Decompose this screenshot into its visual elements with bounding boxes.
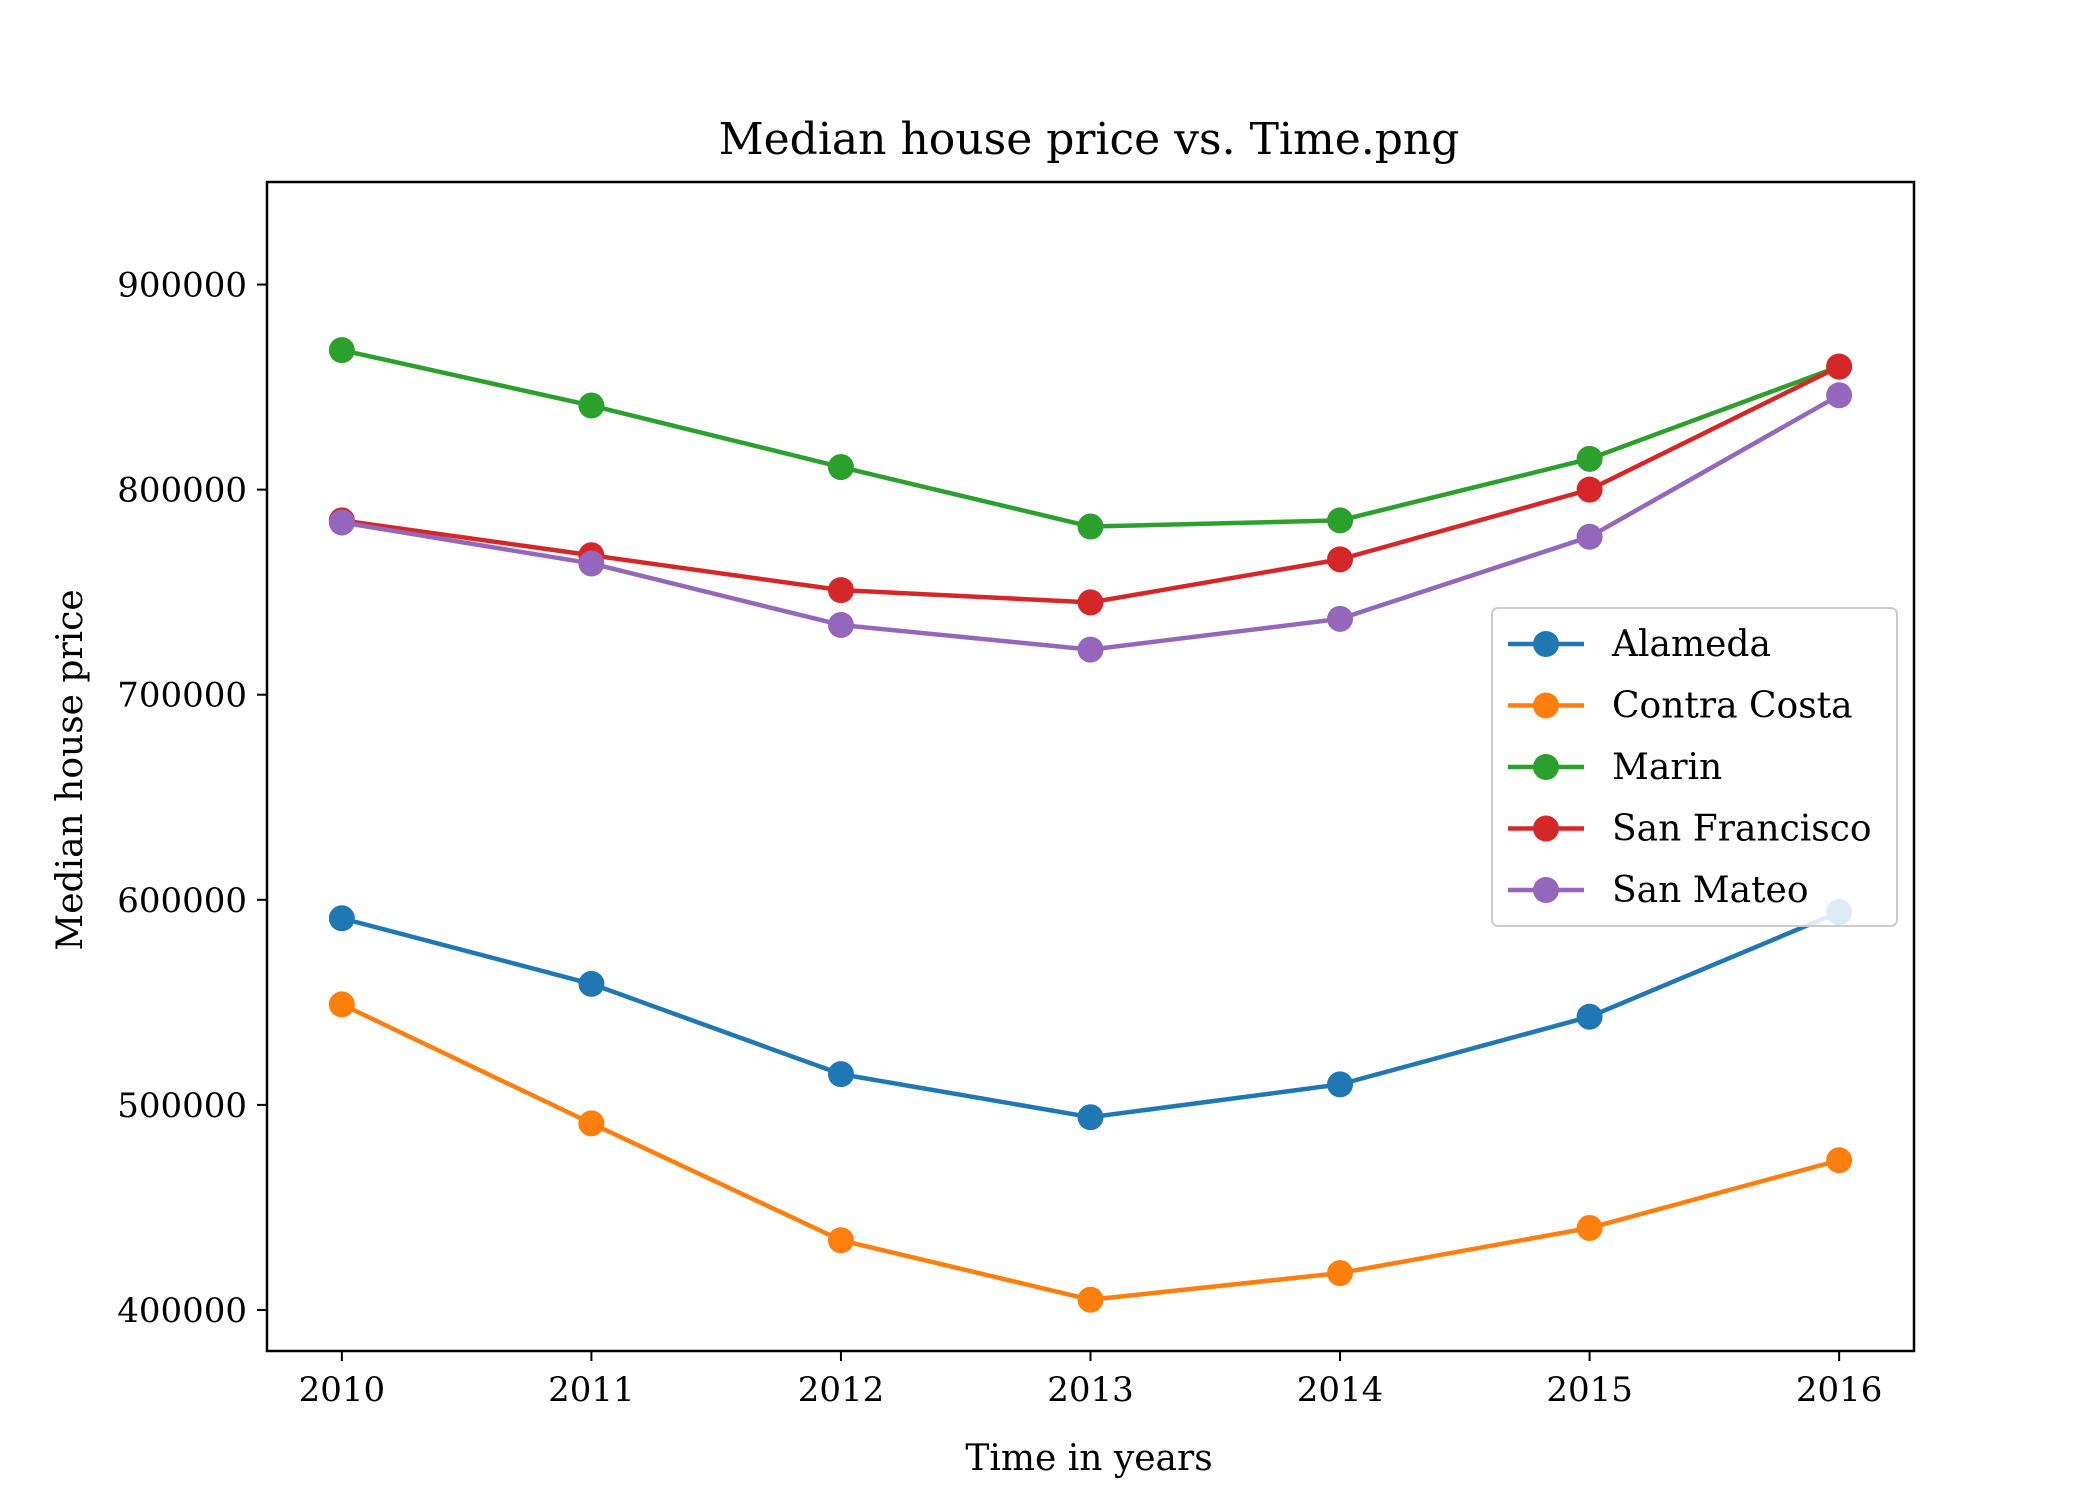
data-point-san-mateo [1576, 523, 1603, 550]
data-point-marin [328, 337, 355, 364]
data-point-san-francisco [1826, 353, 1853, 380]
legend-item-san-mateo: San Mateo [1508, 870, 1809, 911]
y-tick-label: 700000 [117, 676, 247, 716]
y-tick-label: 800000 [117, 471, 247, 511]
data-point-marin [827, 454, 854, 481]
data-point-san-francisco [1327, 546, 1354, 573]
data-point-san-mateo [1077, 636, 1104, 663]
legend-label: San Francisco [1612, 809, 1872, 850]
x-tick-label: 2013 [1047, 1370, 1134, 1410]
data-point-san-mateo [1826, 382, 1853, 409]
data-point-alameda [578, 970, 605, 997]
data-point-san-francisco [827, 577, 854, 604]
data-point-contra-costa [1826, 1147, 1853, 1174]
legend-marker [1533, 815, 1559, 842]
data-point-alameda [827, 1061, 854, 1088]
y-tick-label: 900000 [117, 266, 247, 306]
legend-item-san-francisco: San Francisco [1508, 809, 1872, 850]
data-point-marin [1077, 513, 1104, 540]
x-tick-label: 2015 [1546, 1370, 1633, 1410]
legend-marker [1533, 877, 1559, 903]
data-point-san-mateo [328, 509, 355, 536]
data-point-alameda [1327, 1071, 1354, 1098]
x-tick-label: 2011 [548, 1370, 635, 1410]
data-point-marin [1327, 507, 1354, 534]
series-marin [328, 337, 1853, 540]
legend-marker [1533, 692, 1559, 719]
legend-label: San Mateo [1612, 870, 1809, 911]
legend-marker [1533, 631, 1559, 657]
data-point-san-mateo [1327, 605, 1354, 632]
legend-label: Contra Costa [1612, 686, 1853, 727]
data-point-contra-costa [827, 1227, 854, 1254]
series-san-mateo [328, 382, 1853, 663]
series-layer [328, 337, 1853, 1313]
data-point-san-mateo [578, 550, 605, 577]
x-axis-label: Time in years [965, 1438, 1212, 1479]
x-axis-ticks: 2010 2011 2012 2013 2014 2015 2016 [299, 1351, 1883, 1410]
data-point-alameda [1077, 1104, 1104, 1131]
data-point-alameda [328, 905, 355, 932]
y-tick-label: 500000 [117, 1086, 247, 1126]
series-line-contra-costa [340, 1002, 1840, 1302]
legend: Alameda Contra Costa Marin San Francisco San… [1491, 607, 1898, 927]
y-tick-label: 400000 [117, 1291, 247, 1331]
data-point-san-francisco [1077, 589, 1104, 616]
legend-item-contra-costa: Contra Costa [1508, 686, 1853, 727]
data-point-contra-costa [328, 991, 355, 1018]
legend-label: Marin [1612, 747, 1722, 788]
data-point-contra-costa [1576, 1214, 1603, 1241]
series-alameda [328, 899, 1853, 1131]
legend-box [1491, 607, 1898, 927]
y-axis-label: Median house price [50, 589, 91, 950]
data-point-marin [1576, 445, 1603, 472]
series-line-alameda [341, 910, 1841, 1120]
plot-frame [265, 180, 1916, 1353]
data-point-contra-costa [1077, 1286, 1104, 1313]
x-tick-label: 2012 [798, 1370, 885, 1410]
series-contra-costa [328, 991, 1853, 1313]
legend-label: Alameda [1611, 624, 1771, 665]
y-axis-ticks: 400000 500000 600000 700000 800000 900000 [117, 266, 267, 1331]
legend-item-marin: Marin [1508, 747, 1722, 788]
series-san-francisco [328, 353, 1853, 616]
legend-item-alameda: Alameda [1508, 624, 1771, 665]
data-point-contra-costa [578, 1110, 605, 1137]
data-point-san-francisco [1576, 476, 1603, 503]
chart-title: Median house price vs. Time.png [719, 114, 1460, 165]
x-tick-label: 2010 [299, 1370, 386, 1410]
y-tick-label: 600000 [117, 881, 247, 921]
data-point-marin [578, 392, 605, 419]
x-tick-label: 2014 [1297, 1370, 1384, 1410]
data-point-alameda [1576, 1003, 1603, 1030]
x-tick-label: 2016 [1796, 1370, 1883, 1410]
series-line-marin [341, 347, 1840, 529]
legend-marker [1533, 754, 1559, 780]
data-point-san-mateo [827, 611, 854, 638]
data-point-contra-costa [1327, 1260, 1354, 1287]
